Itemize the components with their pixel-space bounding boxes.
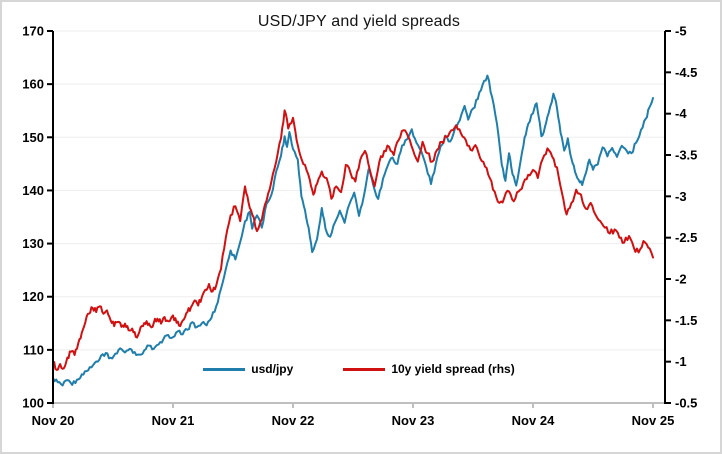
left-axis-tick-label: 110 <box>23 342 44 357</box>
chart-title: USD/JPY and yield spreads <box>257 13 461 30</box>
legend-item-spread: 10y yield spread (rhs) <box>343 362 515 376</box>
usdjpy-line <box>52 74 654 387</box>
left-axis-tick-label: 100 <box>22 396 44 411</box>
legend-label-usdjpy: usd/jpy <box>251 362 294 376</box>
right-axis-tick-label: -2 <box>675 272 687 287</box>
left-axis-tick-label: 160 <box>22 77 44 92</box>
right-axis-tick-label: -0.5 <box>675 396 697 411</box>
right-axis-tick-label: -3.5 <box>675 148 697 163</box>
x-axis-label: Nov 21 <box>152 413 195 428</box>
left-axis-tick-label: 150 <box>22 130 44 145</box>
legend-line-swatch-spread <box>343 367 386 371</box>
right-axis-tick-label: -2.5 <box>675 230 697 245</box>
right-axis-tick-label: -4.5 <box>675 65 697 80</box>
legend: usd/jpy 10y yield spread (rhs) <box>53 359 665 379</box>
right-axis-tick-label: -1 <box>675 354 687 369</box>
x-axis-label: Nov 22 <box>272 413 315 428</box>
legend-line-swatch-usdjpy <box>203 367 246 371</box>
x-axis-label: Nov 25 <box>632 413 675 428</box>
left-axis-tick-label: 170 <box>22 24 44 39</box>
legend-item-usdjpy: usd/jpy <box>203 362 293 376</box>
right-axis-tick-label: -4 <box>675 106 687 121</box>
right-axis-tick-label: -1.5 <box>675 313 697 328</box>
x-axis-label: Nov 24 <box>512 413 555 428</box>
x-axis-label: Nov 20 <box>32 413 75 428</box>
legend-label-spread: 10y yield spread (rhs) <box>391 362 515 376</box>
right-axis-tick-label: -5 <box>675 24 687 39</box>
left-axis-tick-label: 130 <box>22 236 44 251</box>
spread-line <box>52 109 654 371</box>
left-axis-tick-label: 120 <box>22 289 44 304</box>
right-axis-tick-label: -3 <box>675 189 687 204</box>
left-axis-tick-label: 140 <box>22 183 44 198</box>
x-axis-label: Nov 23 <box>392 413 435 428</box>
